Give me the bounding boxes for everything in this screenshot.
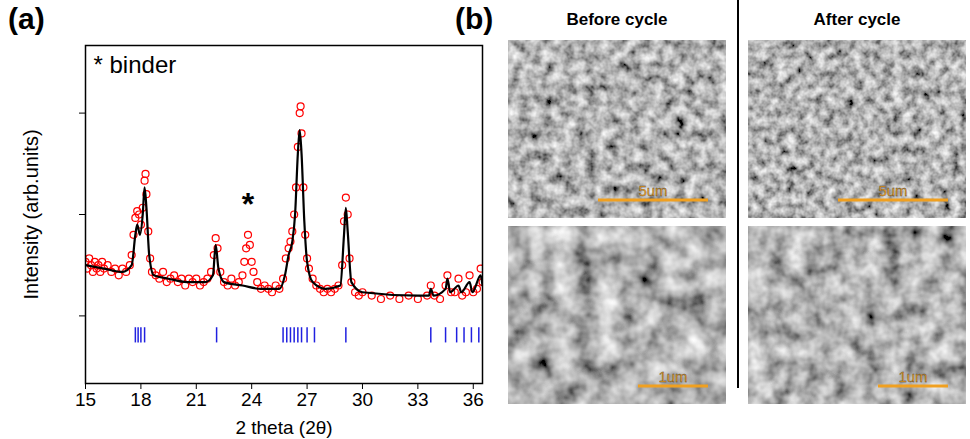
- svg-text:* binder: * binder: [94, 51, 177, 78]
- html-text:Before cycle: Before cycle: [566, 10, 668, 29]
- html-text:(b): (b): [455, 2, 494, 35]
- svg-text:15: 15: [75, 389, 96, 410]
- svg-text:21: 21: [186, 389, 207, 410]
- svg-text:27: 27: [297, 389, 318, 410]
- svg-text:Intensity (arb.units): Intensity (arb.units): [20, 129, 42, 299]
- svg-text:18: 18: [130, 389, 151, 410]
- svg-text:36: 36: [463, 389, 484, 410]
- svg-text:5um: 5um: [638, 182, 667, 199]
- svg-text:5um: 5um: [878, 182, 907, 199]
- svg-text:2 theta (2θ): 2 theta (2θ): [235, 417, 332, 438]
- html-text:After cycle: After cycle: [813, 10, 901, 29]
- svg-text:24: 24: [241, 389, 263, 410]
- svg-text:*: *: [242, 186, 255, 222]
- svg-text:30: 30: [352, 389, 373, 410]
- svg-text:1um: 1um: [898, 368, 927, 385]
- svg-text:33: 33: [407, 389, 428, 410]
- html-text:(a): (a): [8, 2, 45, 35]
- svg-text:1um: 1um: [658, 368, 687, 385]
